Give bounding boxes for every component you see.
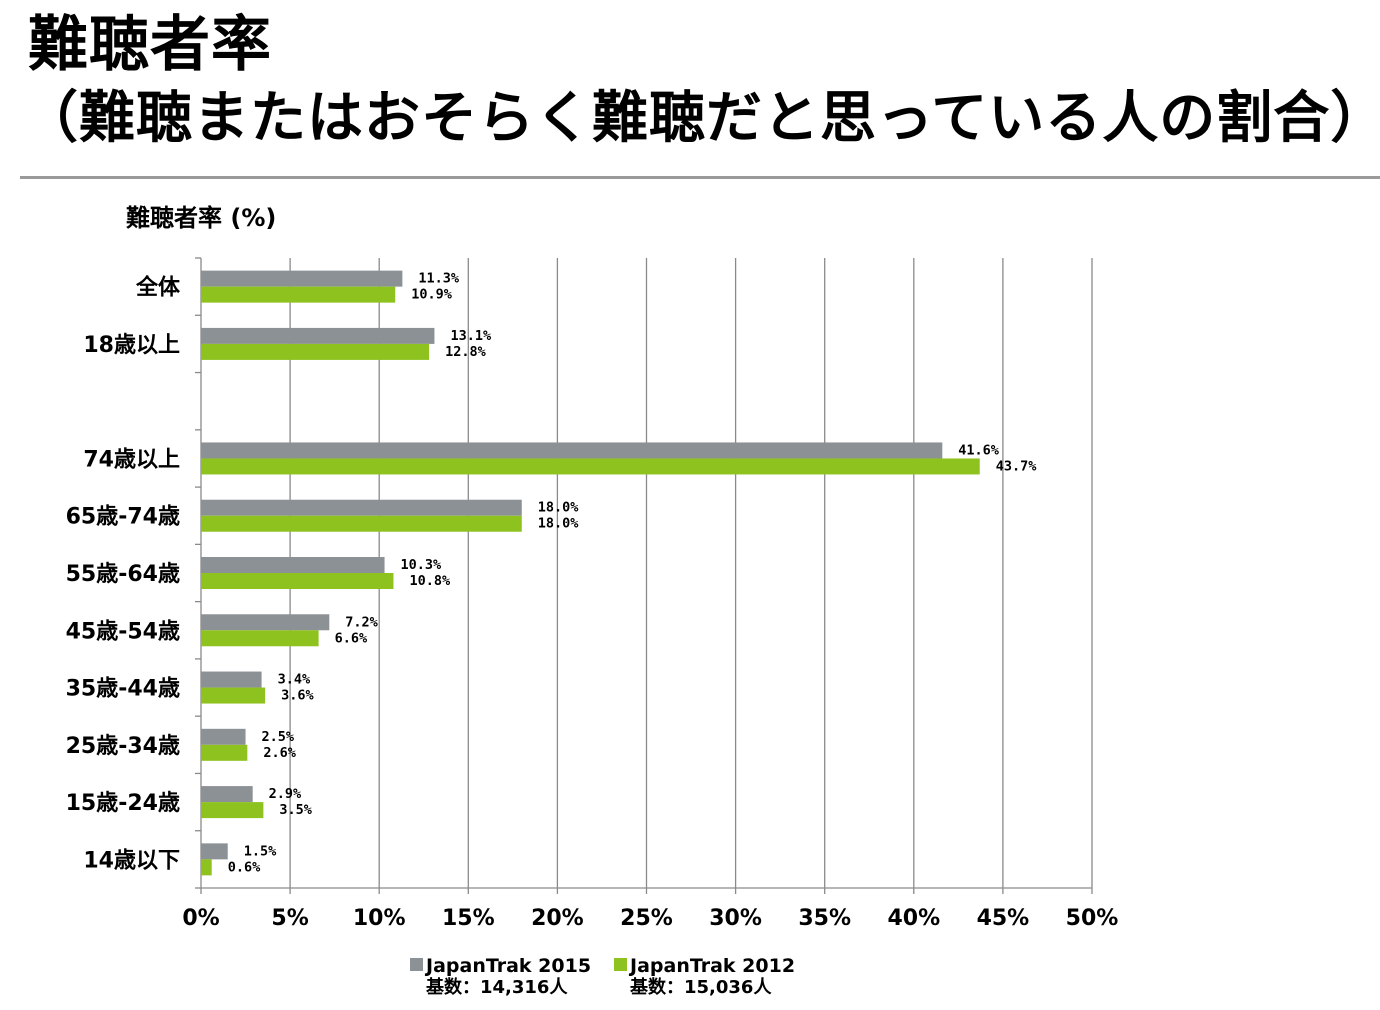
bar-jt2015 (201, 671, 262, 688)
data-label: 3.6% (281, 688, 314, 704)
data-label: 3.4% (278, 672, 311, 688)
bar-jt2012 (201, 458, 980, 475)
y-axis-title: 難聴者率 (%) (126, 204, 276, 232)
data-label: 2.6% (263, 745, 296, 761)
bar-jt2012 (201, 744, 248, 761)
legend-note: 基数：15,036人 (629, 976, 772, 998)
bar-jt2015 (201, 442, 943, 459)
category-label: 全体 (135, 275, 181, 301)
x-tick-label: 20% (531, 906, 584, 931)
bar-jt2015 (201, 614, 330, 631)
bar-jt2015 (201, 557, 385, 573)
page-title: 難聴者率 (28, 10, 272, 80)
data-label: 3.5% (279, 802, 312, 818)
category-label: 14歳以下 (83, 848, 180, 873)
data-label: 41.6% (958, 442, 1000, 458)
page-subtitle: （難聴またはおそらく難聴だと思っている人の割合） (22, 86, 1380, 151)
bar-jt2012 (201, 573, 394, 589)
legend-label: JapanTrak 2015 (424, 955, 591, 977)
legend-swatch (614, 958, 627, 971)
bar-jt2015 (201, 499, 522, 516)
data-label: 43.7% (996, 458, 1038, 474)
x-tick-label: 45% (977, 906, 1030, 931)
bar-jt2012 (201, 286, 396, 303)
x-tick-label: 40% (887, 906, 940, 931)
category-label: 15歳-24歳 (66, 791, 180, 816)
data-label: 18.0% (538, 516, 580, 532)
x-tick-label: 10% (353, 906, 406, 931)
data-label: 11.3% (418, 271, 460, 287)
data-label: 6.6% (335, 630, 368, 646)
data-label: 7.2% (345, 614, 378, 630)
x-tick-label: 35% (798, 906, 851, 931)
category-label: 55歳-64歳 (66, 562, 180, 587)
bar-jt2015 (201, 728, 246, 745)
category-label: 65歳-74歳 (66, 505, 180, 530)
data-label: 18.0% (538, 500, 580, 516)
category-label: 45歳-54歳 (66, 619, 180, 644)
bar-jt2012 (201, 859, 212, 876)
legend-note: 基数：14,316人 (425, 976, 568, 998)
data-label: 2.5% (262, 729, 295, 745)
bar-jt2012 (201, 343, 430, 360)
data-label: 12.8% (445, 344, 487, 360)
data-label: 13.1% (450, 328, 492, 344)
x-tick-label: 50% (1066, 906, 1119, 931)
category-label: 18歳以上 (83, 333, 180, 358)
bar-jt2012 (201, 630, 319, 647)
data-label: 0.6% (228, 859, 261, 875)
bar-jt2012 (201, 515, 522, 532)
x-tick-label: 30% (709, 906, 762, 931)
data-label: 10.3% (401, 557, 443, 573)
x-tick-label: 5% (271, 906, 308, 931)
bar-jt2015 (201, 786, 253, 803)
data-label: 2.9% (269, 786, 302, 802)
x-tick-label: 15% (442, 906, 495, 931)
category-label: 25歳-34歳 (66, 734, 180, 759)
category-label: 35歳-44歳 (66, 677, 180, 702)
data-label: 10.9% (411, 287, 453, 303)
bar-jt2012 (201, 687, 266, 704)
bar-jt2012 (201, 802, 264, 819)
legend-swatch (410, 958, 423, 971)
bar-jt2015 (201, 327, 435, 344)
bar-jt2015 (201, 270, 403, 287)
legend-label: JapanTrak 2012 (628, 955, 795, 977)
bar-jt2015 (201, 843, 228, 860)
x-tick-label: 25% (620, 906, 673, 931)
category-label: 74歳以上 (83, 447, 180, 472)
data-label: 1.5% (244, 843, 277, 859)
x-tick-label: 0% (182, 906, 219, 931)
title-divider (20, 176, 1380, 179)
data-label: 10.8% (409, 573, 451, 589)
